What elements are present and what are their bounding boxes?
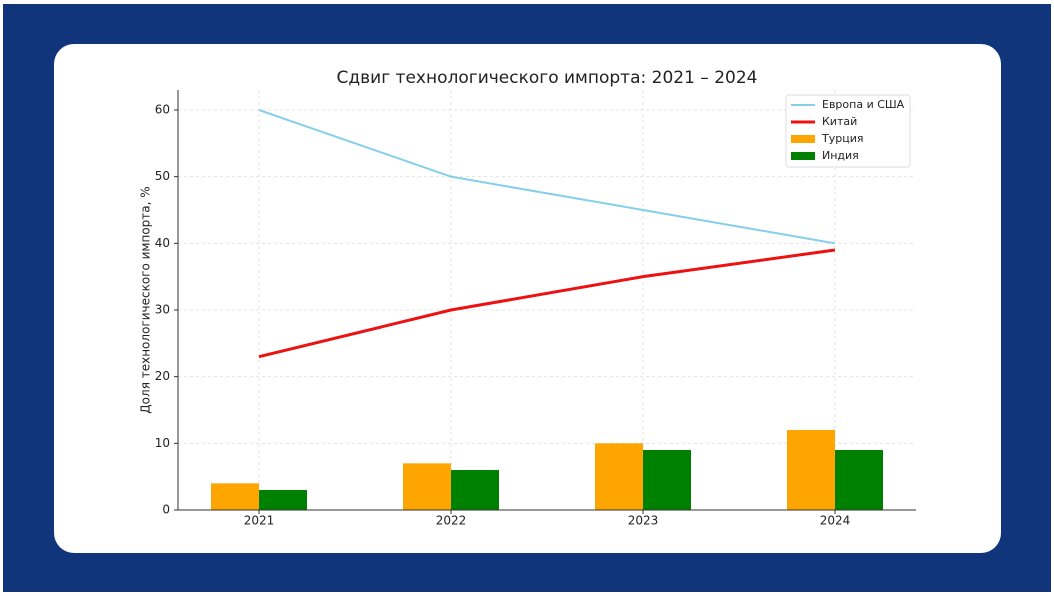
y-tick-label: 10 bbox=[155, 436, 170, 450]
line bbox=[258, 248, 836, 359]
bar bbox=[787, 430, 835, 510]
x-tick-label: 2022 bbox=[436, 514, 467, 528]
y-tick-label: 50 bbox=[155, 169, 170, 183]
legend-label: Турция bbox=[821, 132, 863, 145]
chart-title: Сдвиг технологического импорта: 2021 – 2… bbox=[337, 68, 758, 88]
bar bbox=[451, 470, 499, 510]
bar bbox=[259, 490, 307, 510]
x-tick-label: 2024 bbox=[820, 514, 851, 528]
y-axis-label: Доля технологического импорта, % bbox=[139, 186, 153, 413]
y-tick-label: 0 bbox=[162, 503, 170, 517]
legend-label: Китай bbox=[822, 115, 857, 128]
legend-swatch bbox=[791, 135, 815, 143]
x-tick-label: 2021 bbox=[244, 514, 275, 528]
bar bbox=[643, 450, 691, 510]
y-tick-label: 30 bbox=[155, 303, 170, 317]
legend-label: Индия bbox=[822, 149, 859, 162]
bar bbox=[835, 450, 883, 510]
bar bbox=[595, 443, 643, 510]
x-tick-label: 2023 bbox=[628, 514, 659, 528]
bar bbox=[211, 483, 259, 510]
legend-label: Европа и США bbox=[822, 98, 905, 111]
legend-swatch bbox=[791, 152, 815, 160]
y-tick-label: 60 bbox=[155, 103, 170, 117]
y-tick-label: 20 bbox=[155, 369, 170, 383]
card bbox=[54, 44, 1001, 553]
bar bbox=[403, 463, 451, 510]
y-tick-label: 40 bbox=[155, 236, 170, 250]
line bbox=[258, 109, 836, 245]
legend-box bbox=[785, 94, 911, 168]
